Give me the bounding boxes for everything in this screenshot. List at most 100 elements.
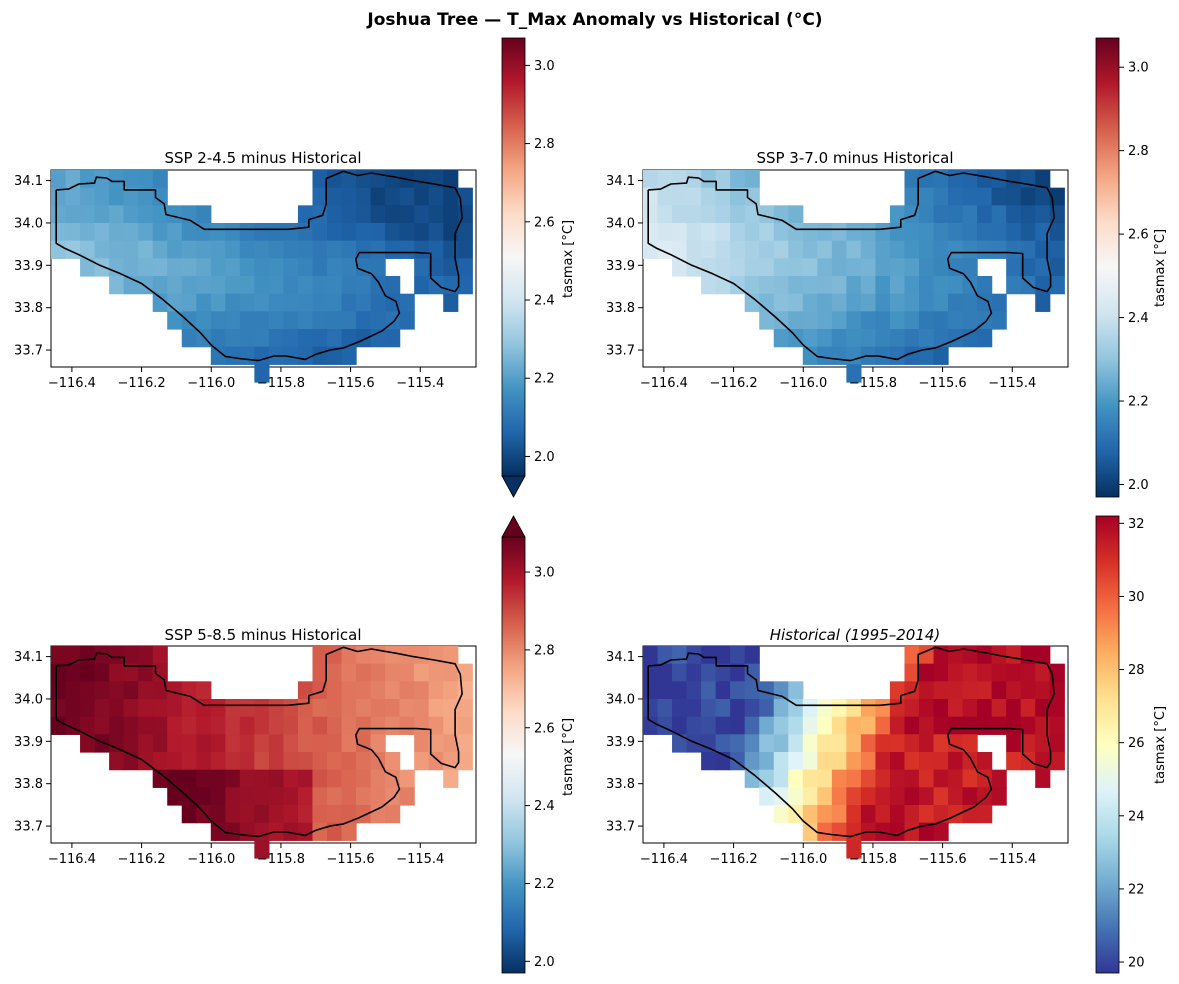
heatmap-cell bbox=[341, 240, 357, 259]
heatmap-cell bbox=[919, 223, 935, 242]
x-tick-label: −115.4 bbox=[988, 376, 1036, 391]
heatmap-cell bbox=[846, 276, 862, 295]
heatmap-cell bbox=[312, 240, 328, 259]
y-axis: 34.1 34.0 33.9 33.8 33.7 bbox=[14, 650, 51, 835]
heatmap-cell bbox=[744, 223, 760, 242]
heatmap-cell bbox=[802, 822, 818, 841]
heatmap-cell bbox=[1006, 734, 1022, 753]
heatmap-cell bbox=[268, 769, 285, 788]
heatmap-cell bbox=[152, 681, 168, 700]
heatmap-cell bbox=[1049, 699, 1065, 718]
heatmap-cell bbox=[1006, 699, 1022, 718]
heatmap-cell bbox=[773, 258, 789, 277]
heatmap-cell bbox=[1035, 769, 1051, 788]
heatmap-cell bbox=[1035, 240, 1051, 259]
heatmap-cell bbox=[686, 187, 702, 206]
heatmap-cell bbox=[239, 346, 255, 365]
colorbar-extension-min bbox=[501, 475, 526, 498]
x-tick-label: −116.2 bbox=[710, 852, 758, 867]
panel-ssp585: SSP 5-8.5 minus Historical −116.4 −116.2−… bbox=[14, 626, 477, 867]
heatmap-cell bbox=[268, 716, 285, 735]
colorbar-tick-label: 3.0 bbox=[534, 59, 555, 74]
x-tick-label: −116.4 bbox=[48, 376, 96, 391]
heatmap-cell bbox=[846, 734, 862, 753]
colorbar-gradient bbox=[1095, 37, 1120, 498]
heatmap-cell bbox=[1035, 170, 1051, 189]
heatmap-cell bbox=[889, 329, 906, 348]
heatmap-cell bbox=[672, 205, 688, 224]
heatmap-cell bbox=[948, 663, 964, 682]
heatmap-cell bbox=[773, 276, 789, 295]
heatmap-cell bbox=[152, 646, 168, 665]
heatmap-cell bbox=[948, 329, 964, 348]
heatmap-cell bbox=[1006, 187, 1022, 206]
heatmap-cell bbox=[327, 716, 343, 735]
heatmap-cell bbox=[1020, 699, 1036, 718]
heatmap-cell bbox=[933, 293, 949, 312]
heatmap-cell bbox=[399, 293, 415, 312]
heatmap-cell bbox=[196, 805, 212, 824]
colorbar-ssp585: 2.0 2.2 2.4 2.6 2.8 3.0 tasmax [°C] bbox=[501, 515, 576, 974]
heatmap-cells bbox=[51, 646, 473, 859]
heatmap-cell bbox=[1020, 187, 1036, 206]
colorbar-tick-label: 2.2 bbox=[534, 372, 555, 387]
heatmap-cell bbox=[701, 681, 717, 700]
heatmap-cell bbox=[948, 769, 964, 788]
heatmap-cell bbox=[962, 240, 978, 259]
heatmap-cell bbox=[327, 311, 343, 330]
heatmap-cell bbox=[788, 699, 804, 718]
heatmap-cell bbox=[414, 258, 430, 277]
heatmap-cell bbox=[1049, 716, 1065, 735]
heatmap-cell bbox=[1020, 223, 1036, 242]
heatmap-cell bbox=[399, 205, 415, 224]
heatmap-cell bbox=[152, 769, 168, 788]
y-tick-label: 33.8 bbox=[606, 301, 635, 316]
heatmap-cell bbox=[152, 699, 168, 718]
heatmap-cell bbox=[773, 805, 789, 824]
heatmap-cell bbox=[933, 187, 949, 206]
heatmap-cell bbox=[443, 240, 459, 259]
x-axis: −116.4 −116.2 −116.0 −115.8 −115.6 −115.4 bbox=[48, 367, 444, 391]
x-tick-label: −116.0 bbox=[779, 852, 827, 867]
colorbar-tick-label: 22 bbox=[1128, 882, 1145, 897]
heatmap-cell bbox=[152, 205, 168, 224]
heatmap-cell bbox=[643, 716, 659, 735]
heatmap-cell bbox=[860, 769, 877, 788]
heatmap-cell bbox=[889, 716, 906, 735]
panel-title: SSP 3-7.0 minus Historical bbox=[756, 149, 953, 167]
heatmap-cell bbox=[1049, 752, 1065, 771]
heatmap-cell bbox=[428, 187, 444, 206]
heatmap-cell bbox=[657, 663, 673, 682]
heatmap-cell bbox=[788, 223, 804, 242]
heatmap-cell bbox=[1035, 681, 1051, 700]
heatmap-cell bbox=[977, 223, 993, 242]
heatmap-cell bbox=[962, 293, 978, 312]
heatmap-cell bbox=[744, 170, 760, 189]
x-axis: −116.4 −116.2 −116.0 −115.8 −115.6 −115.4 bbox=[48, 843, 444, 867]
heatmap-cell bbox=[701, 752, 717, 771]
heatmap-cell bbox=[1049, 187, 1065, 206]
heatmap-cell bbox=[948, 752, 964, 771]
heatmap-cell bbox=[181, 258, 197, 277]
heatmap-cell bbox=[744, 293, 760, 312]
heatmap-cell bbox=[817, 787, 833, 806]
heatmap-cell bbox=[875, 822, 891, 841]
heatmap-cell bbox=[254, 311, 270, 330]
heatmap-cell bbox=[370, 681, 386, 700]
heatmap-cell bbox=[715, 734, 731, 753]
heatmap-cell bbox=[65, 223, 81, 242]
heatmap-cell bbox=[831, 805, 847, 824]
heatmap-cell bbox=[643, 646, 659, 665]
x-tick-label: −115.6 bbox=[919, 376, 967, 391]
heatmap-cell bbox=[80, 699, 96, 718]
heatmap-cell bbox=[919, 681, 935, 700]
heatmap-cell bbox=[962, 205, 978, 224]
heatmap-cell bbox=[80, 716, 96, 735]
heatmap-cell bbox=[80, 734, 96, 753]
heatmap-cell bbox=[225, 329, 241, 348]
heatmap-cell bbox=[196, 240, 212, 259]
heatmap-cell bbox=[730, 240, 746, 259]
heatmap-cell bbox=[788, 734, 804, 753]
heatmap-cell bbox=[239, 258, 255, 277]
heatmap-cell bbox=[356, 716, 372, 735]
